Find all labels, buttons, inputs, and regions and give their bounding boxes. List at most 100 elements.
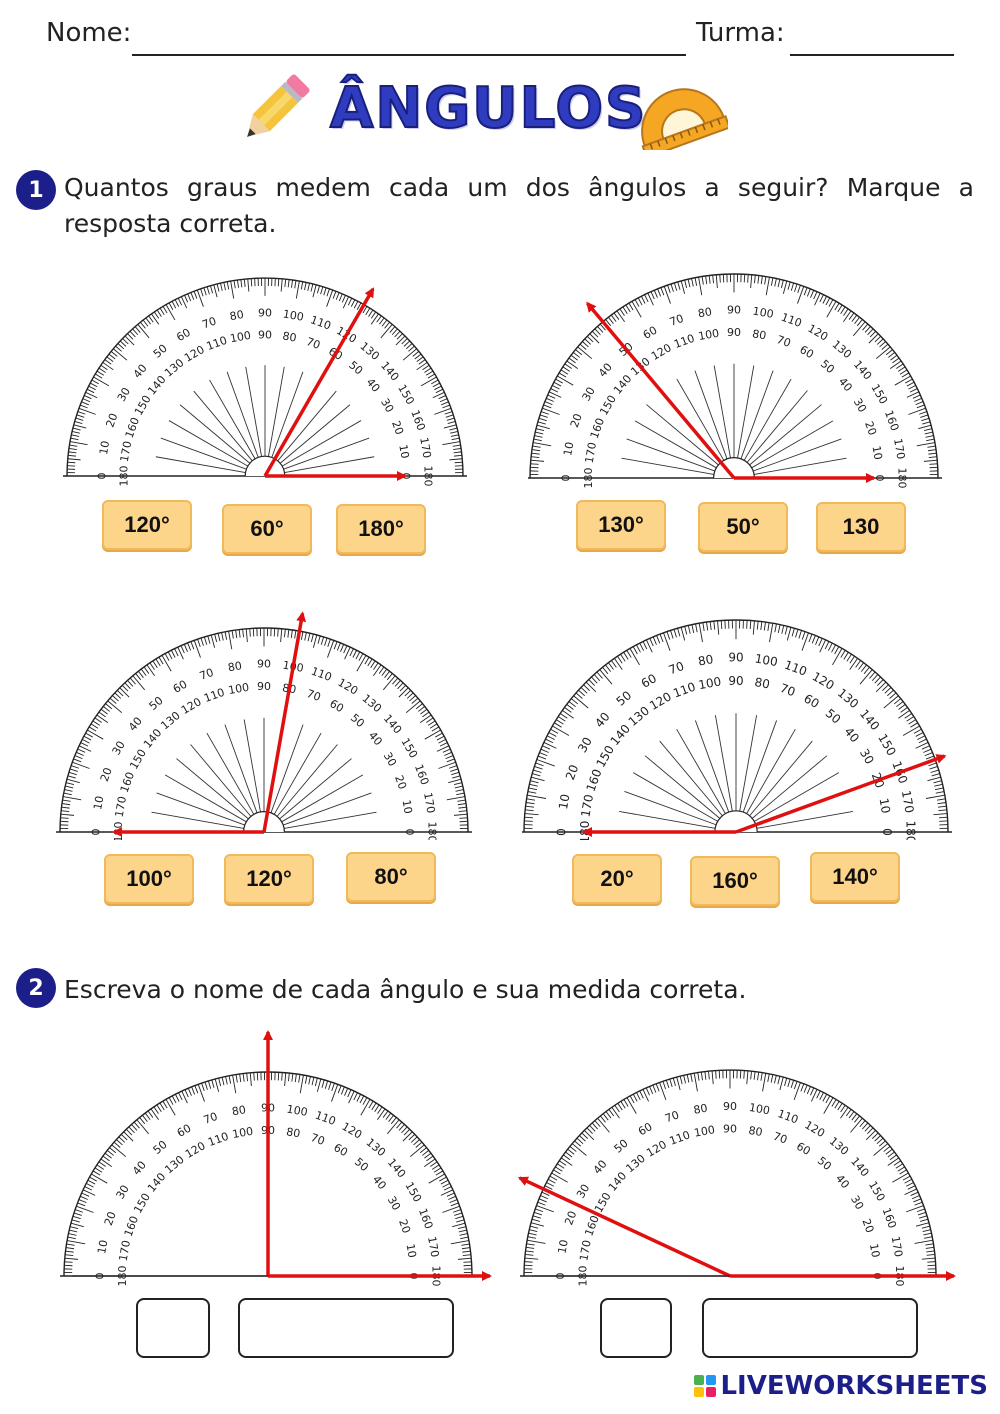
protractor-inner-number: 170: [578, 793, 596, 818]
protractor-inner-number: 170: [583, 441, 599, 464]
protractor-inner-number: 10: [877, 797, 893, 814]
protractor-outer-number: 10: [561, 441, 576, 457]
protractor-outer-number: 160: [880, 1206, 899, 1230]
protractor-inner-number: 170: [118, 440, 134, 463]
protractor-outer-number: 70: [667, 659, 686, 677]
class-field[interactable]: [790, 54, 954, 56]
protractor-outer-number: 170: [425, 1235, 441, 1258]
protractor-outer-number: 70: [200, 314, 218, 331]
protractor-inner-number: 50: [348, 711, 367, 730]
protractor-inner-number: 10: [867, 1242, 882, 1258]
arm-arrow: [517, 1176, 731, 1278]
protractor-outer-number: 100: [748, 1101, 771, 1117]
protractor-outer-number: 100: [754, 651, 779, 669]
protractor-inner-number: 70: [771, 1130, 789, 1147]
answer-q2a-name[interactable]: [136, 1298, 210, 1358]
protractor-inner-number: 20: [389, 419, 406, 437]
protractor-inner-number: 180: [117, 466, 130, 487]
protractor-inner-number: 70: [775, 333, 793, 350]
protractor-outer-number: 170: [417, 436, 433, 459]
protractor-inner-number: 90: [723, 1123, 737, 1136]
protractor-outer-number: 40: [592, 710, 613, 731]
protractor-inner-number: 0: [873, 475, 886, 482]
protractor-q2-a: 1800170101602015030140401305012060110701…: [60, 1030, 492, 1287]
protractor-outer-number: 20: [562, 1209, 579, 1227]
protractor-inner-number: 40: [833, 1172, 852, 1191]
protractor-inner-number: 60: [331, 1141, 350, 1159]
angle-arrows: [586, 301, 876, 483]
protractor-outer-number: 70: [663, 1108, 681, 1125]
option-q1c-1[interactable]: 100°: [104, 854, 194, 904]
protractor-inner-number: 120: [179, 695, 204, 717]
arm-arrow: [735, 754, 947, 834]
protractor-outer-number: 130: [835, 686, 862, 711]
protractor-inner-number: 140: [141, 726, 164, 750]
option-q1b-3[interactable]: 130: [816, 502, 906, 552]
protractor-inner-number: 20: [862, 419, 879, 437]
question-2-badge: 2: [16, 968, 56, 1008]
protractor-inner-number: 160: [584, 767, 605, 793]
protractor-outer-number: 170: [889, 1235, 905, 1258]
protractor-outer-number: 10: [556, 793, 572, 810]
protractor-outer-number: 80: [231, 1103, 247, 1118]
option-q1d-2[interactable]: 160°: [690, 856, 780, 906]
option-q1a-3[interactable]: 180°: [336, 504, 426, 554]
angle-arrows: [263, 287, 407, 481]
protractor-outer-number: 150: [398, 736, 420, 761]
answer-q2b-name[interactable]: [600, 1298, 672, 1358]
protractor-outer-number: 140: [857, 707, 882, 734]
protractor-inner-number: 40: [366, 729, 385, 748]
protractor-outer-number: 90: [258, 307, 272, 320]
option-q1c-2[interactable]: 120°: [224, 854, 314, 904]
protractor-inner-number: 170: [117, 1239, 133, 1262]
protractor-outer-number: 120: [810, 669, 837, 693]
protractor-inner-number: 120: [649, 341, 674, 363]
protractor-outer-number: 130: [830, 338, 854, 361]
option-q1d-1[interactable]: 20°: [572, 854, 662, 904]
protractor-inner-number: 110: [672, 332, 696, 351]
protractor-inner-number: 10: [404, 1243, 419, 1259]
protractor-inner-number: 150: [127, 747, 149, 772]
protractor-outer-number: 50: [614, 688, 635, 709]
protractor-outer-number: 30: [575, 735, 595, 755]
protractor-outer-number: 150: [866, 1179, 888, 1204]
protractor-inner-number: 90: [257, 680, 271, 693]
protractor-inner-number: 60: [801, 691, 821, 711]
protractor-outer-number: 170: [899, 789, 917, 814]
protractor-inner-number: 10: [870, 445, 885, 461]
option-q1d-3[interactable]: 140°: [810, 852, 900, 902]
protractor-inner-number: 50: [352, 1155, 371, 1174]
protractor-q1-a: 1800170101602015030140401305012060110701…: [63, 277, 467, 487]
name-field[interactable]: [132, 54, 686, 56]
option-q1a-1[interactable]: 120°: [102, 500, 192, 550]
protractor-outer-number: 170: [421, 791, 437, 814]
option-q1b-1[interactable]: 130°: [576, 500, 666, 550]
protractor-inner-number: 110: [206, 1130, 230, 1149]
protractor-q2-b: 1800170101602015030140401305012060110701…: [517, 1069, 956, 1287]
protractor-outer-number: 30: [580, 385, 598, 404]
protractor-inner-number: 90: [258, 328, 272, 341]
answer-q2b-measure[interactable]: [702, 1298, 918, 1358]
title-area: ÂNGULOS: [0, 62, 1000, 152]
answer-q2a-measure[interactable]: [238, 1298, 454, 1358]
protractor-outer-number: 130: [827, 1134, 851, 1157]
protractor-inner-number: 40: [364, 376, 383, 395]
protractor-inner-number: 110: [205, 334, 229, 353]
arm-arrow: [262, 611, 307, 833]
angle-arrows: [582, 754, 947, 837]
protractor-inner-number: 130: [162, 1153, 186, 1176]
protractor-inner-number: 80: [753, 675, 770, 691]
protractor-inner-number: 100: [229, 329, 252, 345]
protractor-outer-number: 50: [147, 694, 166, 713]
protractor-outer-number: 110: [782, 658, 808, 679]
protractor-inner-number: 150: [131, 1191, 153, 1216]
protractor-inner-number: 100: [227, 681, 250, 697]
option-q1a-2[interactable]: 60°: [222, 504, 312, 554]
option-q1b-2[interactable]: 50°: [698, 502, 788, 552]
protractor-inner-number: 30: [857, 746, 877, 766]
class-label: Turma:: [696, 18, 785, 48]
protractor-inner-number: 120: [647, 689, 674, 713]
protractor-inner-number: 110: [671, 680, 697, 701]
protractor-outer-number: 170: [891, 437, 907, 460]
option-q1c-3[interactable]: 80°: [346, 852, 436, 902]
